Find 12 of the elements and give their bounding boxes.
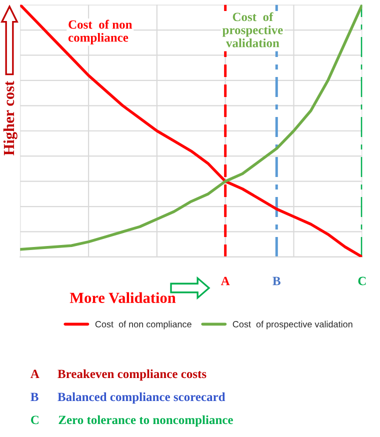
x-axis-title: More Validation xyxy=(70,292,176,304)
text: A Breakeven compliance costs xyxy=(30,369,206,381)
text: C Zero tolerance to noncompliance xyxy=(31,415,233,427)
text: B Balanced compliance scorecard xyxy=(30,392,226,404)
annotation: Cost of prospective validation xyxy=(222,12,283,48)
x-tick-label: C xyxy=(358,276,366,286)
annotation: Cost of non compliance xyxy=(68,20,132,44)
x-tick-label: A xyxy=(220,276,230,286)
legend-label: Cost of prospective validation xyxy=(232,320,352,330)
x-tick-label: B xyxy=(272,276,280,286)
y-axis-title: Higher cost xyxy=(3,80,18,156)
legend-label: Cost of non compliance xyxy=(95,320,192,330)
